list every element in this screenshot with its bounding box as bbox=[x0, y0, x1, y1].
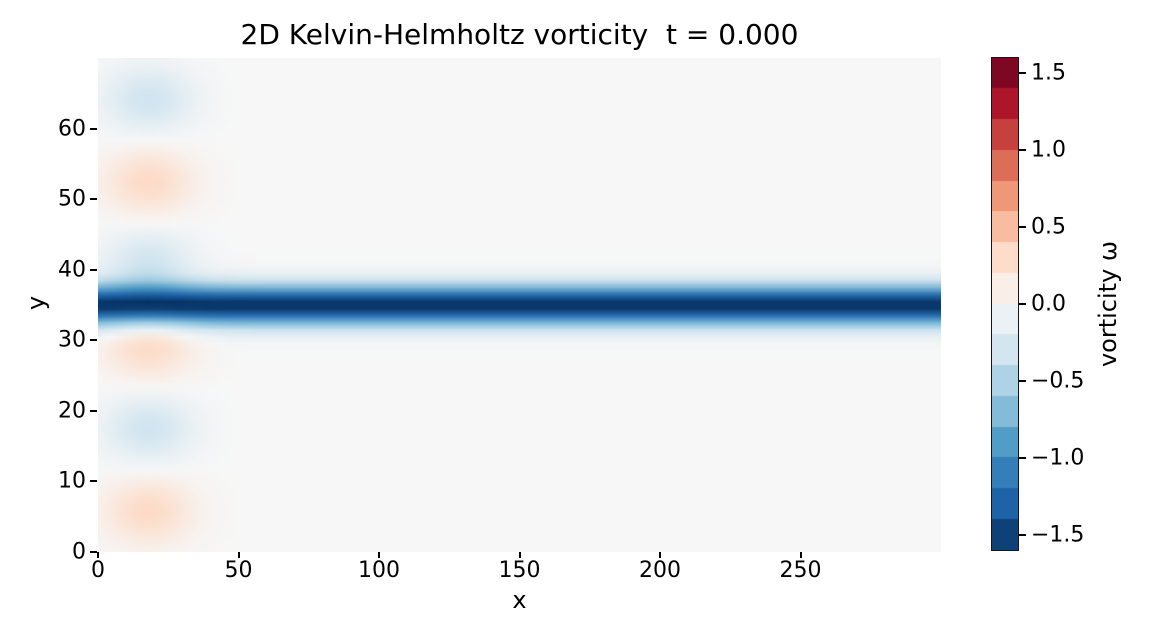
colorbar-tick-label: −1.0 bbox=[1031, 445, 1085, 471]
x-tick-mark bbox=[659, 552, 661, 558]
x-tick-mark bbox=[97, 552, 99, 558]
colorbar-tick-label: −0.5 bbox=[1031, 368, 1085, 394]
y-tick-label: 40 bbox=[58, 257, 86, 283]
x-tick-label: 250 bbox=[779, 558, 822, 583]
colorbar-canvas bbox=[992, 58, 1018, 550]
colorbar-tick-mark bbox=[1019, 379, 1026, 382]
chart-title: 2D Kelvin-Helmholtz vorticity t = 0.000 bbox=[240, 18, 799, 51]
colorbar-tick-mark bbox=[1019, 303, 1026, 305]
y-axis-label: y bbox=[22, 295, 50, 311]
y-tick-label: 60 bbox=[58, 116, 86, 142]
y-tick-label: 10 bbox=[58, 468, 86, 494]
colorbar-tick-mark bbox=[1019, 533, 1026, 536]
y-tick-mark bbox=[90, 127, 97, 130]
y-tick-mark bbox=[90, 339, 97, 342]
y-tick-mark bbox=[90, 198, 97, 201]
y-tick-label: 0 bbox=[72, 539, 86, 565]
y-tick-label: 20 bbox=[58, 398, 86, 424]
y-tick-mark bbox=[90, 409, 97, 412]
plot-area bbox=[98, 58, 941, 552]
vorticity-heatmap-canvas bbox=[98, 58, 941, 552]
x-tick-mark bbox=[799, 552, 802, 558]
colorbar-label: vorticity ω bbox=[1094, 240, 1122, 368]
colorbar-tick-label: 0.5 bbox=[1031, 214, 1066, 240]
x-tick-label: 0 bbox=[91, 558, 105, 583]
x-tick-label: 50 bbox=[224, 558, 253, 583]
colorbar-tick-label: 1.0 bbox=[1031, 137, 1066, 163]
y-tick-mark bbox=[90, 480, 97, 483]
colorbar-tick-mark bbox=[1019, 226, 1026, 229]
colorbar-tick-mark bbox=[1019, 149, 1026, 152]
colorbar-tick-mark bbox=[1019, 456, 1026, 459]
x-tick-mark bbox=[237, 552, 240, 558]
y-tick-label: 50 bbox=[58, 186, 86, 212]
x-tick-mark bbox=[518, 552, 521, 558]
y-tick-mark bbox=[90, 551, 97, 553]
x-tick-label: 150 bbox=[498, 558, 541, 583]
y-tick-mark bbox=[90, 268, 97, 271]
colorbar bbox=[991, 57, 1019, 551]
x-tick-label: 100 bbox=[358, 558, 400, 583]
colorbar-tick-label: 0.0 bbox=[1031, 291, 1066, 317]
x-tick-label: 200 bbox=[639, 558, 681, 583]
x-tick-mark bbox=[378, 552, 380, 558]
colorbar-tick-label: −1.5 bbox=[1031, 522, 1085, 548]
x-axis-label: x bbox=[512, 586, 527, 614]
y-tick-label: 30 bbox=[58, 327, 86, 353]
colorbar-tick-label: 1.5 bbox=[1031, 60, 1066, 86]
colorbar-tick-mark bbox=[1019, 72, 1026, 75]
